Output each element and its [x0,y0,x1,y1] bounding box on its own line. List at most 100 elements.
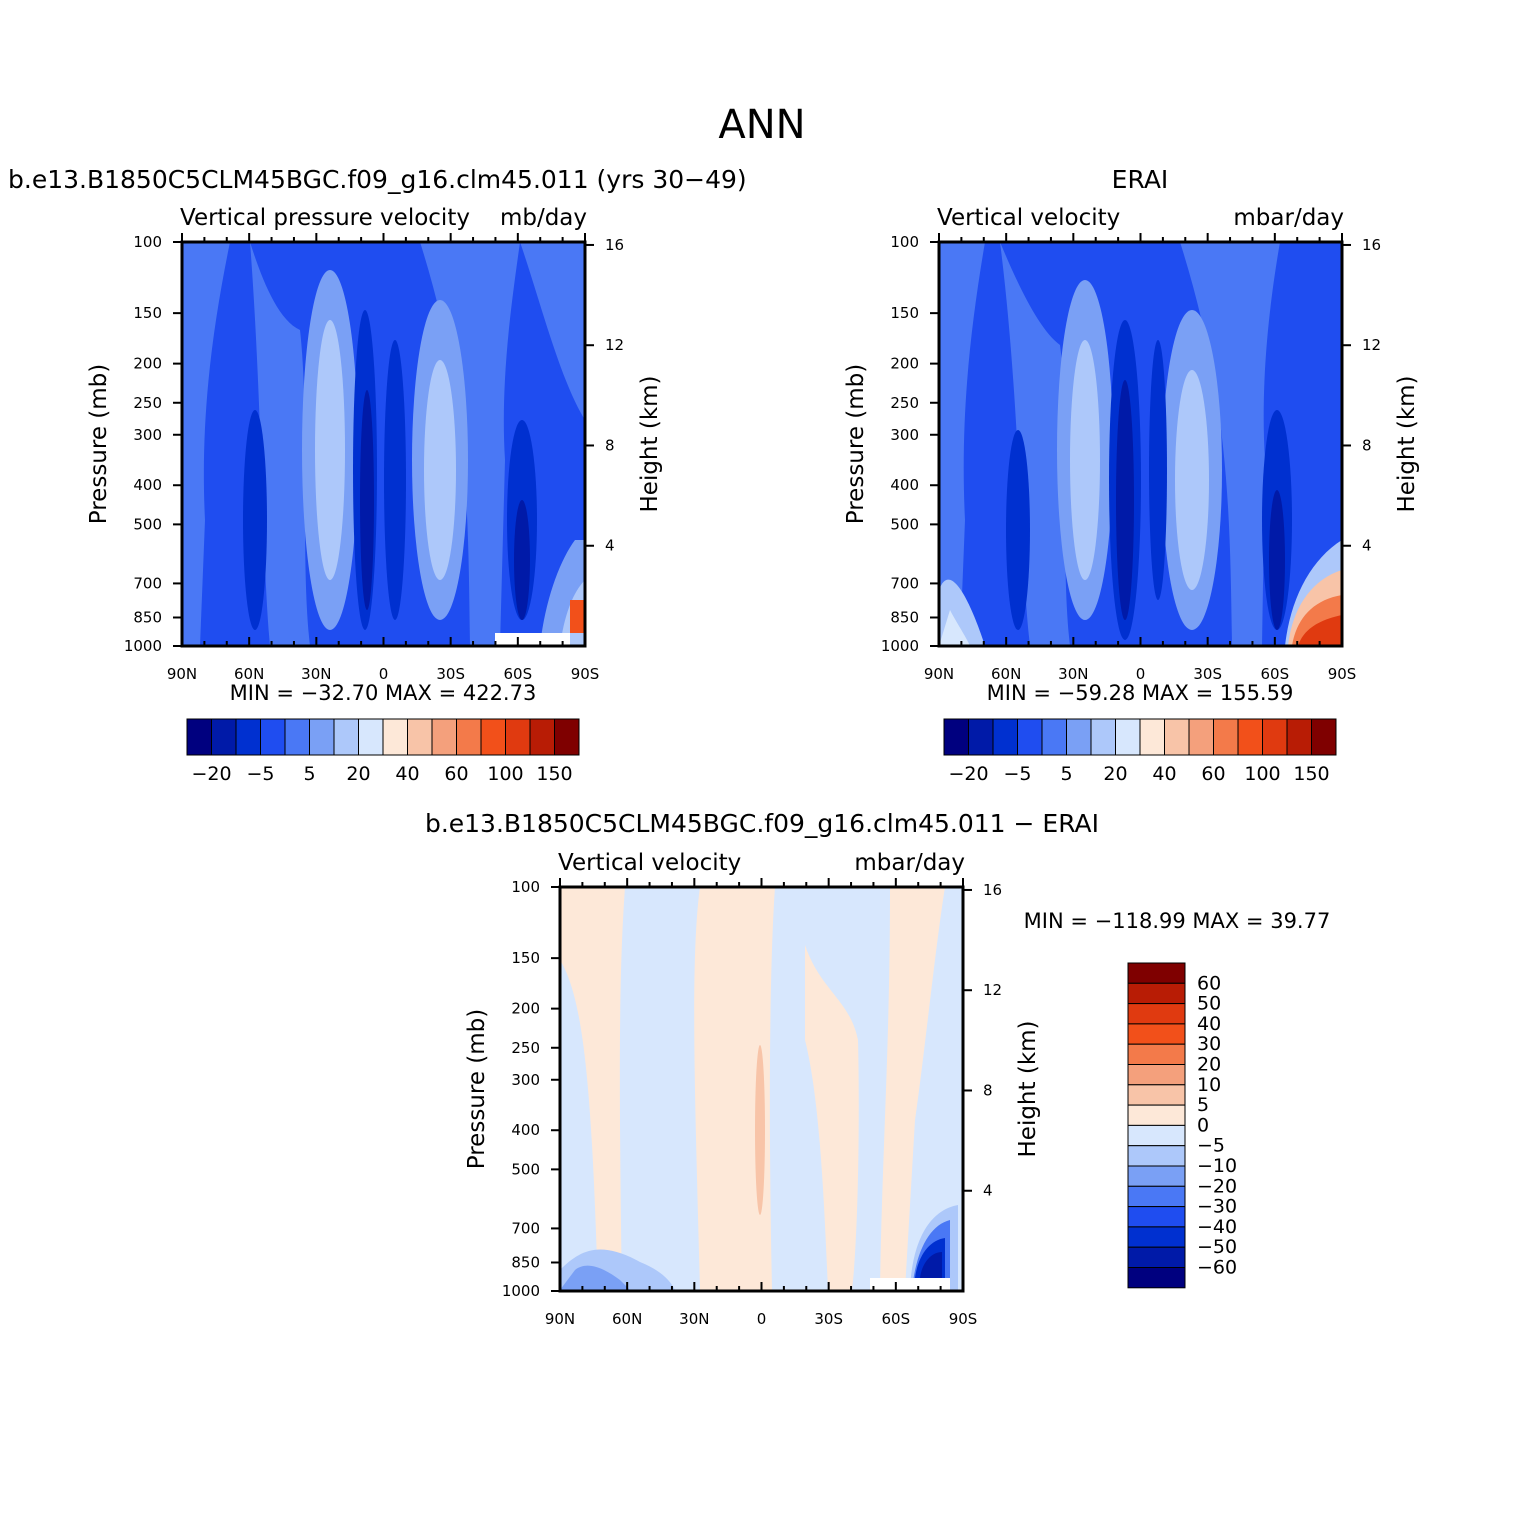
y-tick-label: 700 [133,574,162,592]
y-tick-label: 150 [133,304,162,322]
x-tick-label: 90N [545,1310,575,1328]
y2-tick-label: 16 [1362,236,1381,254]
y-tick-label: 300 [890,426,919,444]
y-tick-label: 500 [133,515,162,533]
panel-erai-title: ERAI [1112,165,1169,194]
colorbar-label: 150 [536,763,572,785]
y-tick-label: 100 [890,233,919,251]
colorbar-label: −5 [1003,763,1031,785]
colorbar-label: −40 [1197,1216,1237,1238]
y2-tick-label: 4 [983,1182,993,1200]
colorbar-swatch [1066,718,1092,756]
panel-diff: b.e13.B1850C5CLM45BGC.f09_g16.clm45.011 … [425,809,1330,1328]
y-tick-label: 500 [890,515,919,533]
y-tick-label: 850 [511,1253,540,1271]
y2-tick-label: 12 [1362,336,1381,354]
panel-erai-units: mbar/day [1233,205,1344,231]
y-tick-label: 1000 [881,637,919,655]
colorbar-swatch [186,718,212,756]
colorbar-swatch [284,718,310,756]
y-tick-label: 250 [133,394,162,412]
panel-model-stats: MIN = −32.70 MAX = 422.73 [230,681,537,705]
colorbar-label: −60 [1197,1257,1237,1279]
panel-model-title: b.e13.B1850C5CLM45BGC.f09_g16.clm45.011 … [8,165,747,194]
colorbar-swatch [1090,718,1116,756]
x-tick-label: 0 [379,665,389,683]
colorbar-label: 20 [1103,763,1127,785]
colorbar-swatch [1127,1267,1186,1289]
panel-model-field [182,242,585,646]
colorbar-label: 5 [1197,1094,1209,1116]
colorbar-swatch [407,718,433,756]
colorbar-label: −20 [948,763,988,785]
colorbar-swatch [1127,1104,1186,1126]
y-tick-label: 250 [890,394,919,412]
colorbar-swatch [992,718,1018,756]
colorbar-label: −50 [1197,1236,1237,1258]
colorbar-label: 60 [1201,763,1225,785]
colorbar-swatch [309,718,335,756]
colorbar-label: 40 [1197,1013,1221,1035]
colorbar-swatch [1262,718,1288,756]
colorbar-swatch [382,718,408,756]
colorbar-label: 60 [1197,972,1221,994]
y2-axis-title: Height (km) [637,375,663,512]
colorbar-label: −20 [191,763,231,785]
colorbar-swatch [1127,1124,1186,1147]
y-tick-label: 1000 [502,1282,540,1300]
colorbar-swatch [431,718,457,756]
colorbar-swatch [1127,1023,1186,1045]
panel-diff-title: b.e13.B1850C5CLM45BGC.f09_g16.clm45.011 … [425,809,1099,838]
y-tick-label: 300 [511,1071,540,1089]
panel-erai-axes: 90N 60N 30N 0 30S 60S 90S 100 150 200 250 300 400 500… [843,233,1420,683]
colorbar-swatch [529,718,555,756]
colorbar-swatch [1237,718,1263,756]
y-tick-label: 150 [890,304,919,322]
panel-model-colorbar: −20 −5 5 20 40 60 100 150 [186,718,580,785]
colorbar-swatch [1127,1246,1186,1268]
x-tick-label: 90N [924,665,954,683]
colorbar-label: 150 [1293,763,1329,785]
colorbar-swatch [1127,1145,1186,1167]
x-tick-label: 30S [814,1310,843,1328]
y-tick-label: 1000 [124,637,162,655]
colorbar-swatch [1127,1084,1186,1106]
colorbar-swatch [480,718,506,756]
y2-tick-label: 4 [1362,537,1372,555]
colorbar-label: −5 [246,763,274,785]
colorbar-label: 60 [444,763,468,785]
colorbar-label: 0 [1197,1114,1209,1136]
y-tick-label: 200 [890,355,919,373]
colorbar-swatch [358,718,384,756]
x-tick-label: 60N [612,1310,642,1328]
colorbar-label: 20 [1197,1054,1221,1076]
colorbar-label: 30 [1197,1033,1221,1055]
y-tick-label: 200 [511,1000,540,1018]
x-tick-label: 90S [571,665,600,683]
y-axis-title: Pressure (mb) [86,364,112,524]
panel-diff-field [560,887,963,1291]
panel-model-units: mb/day [500,205,587,231]
panel-diff-axes: 90N 60N 30N 0 30S 60S 90S 100 150 200 250 300 400 500… [464,878,1041,1328]
x-tick-label: 30S [1193,665,1222,683]
x-tick-label: 60N [234,665,264,683]
x-tick-label: 60N [991,665,1021,683]
x-tick-label: 0 [757,1310,767,1328]
colorbar-swatch [333,718,359,756]
x-tick-label: 90S [949,1310,978,1328]
y-tick-label: 100 [133,233,162,251]
y2-tick-label: 12 [605,336,624,354]
y2-tick-label: 16 [605,236,624,254]
y2-axis-title: Height (km) [1015,1020,1041,1157]
colorbar-swatch [1127,1043,1186,1065]
y-tick-label: 850 [133,608,162,626]
colorbar-swatch [1127,1185,1186,1208]
y-axis-title: Pressure (mb) [843,364,869,524]
x-tick-label: 30S [436,665,465,683]
panel-model-left-label: Vertical pressure velocity [180,205,470,231]
colorbar-swatch [1139,718,1165,756]
colorbar-label: 100 [487,763,523,785]
y2-tick-label: 8 [605,436,615,454]
colorbar-swatch [260,718,286,756]
